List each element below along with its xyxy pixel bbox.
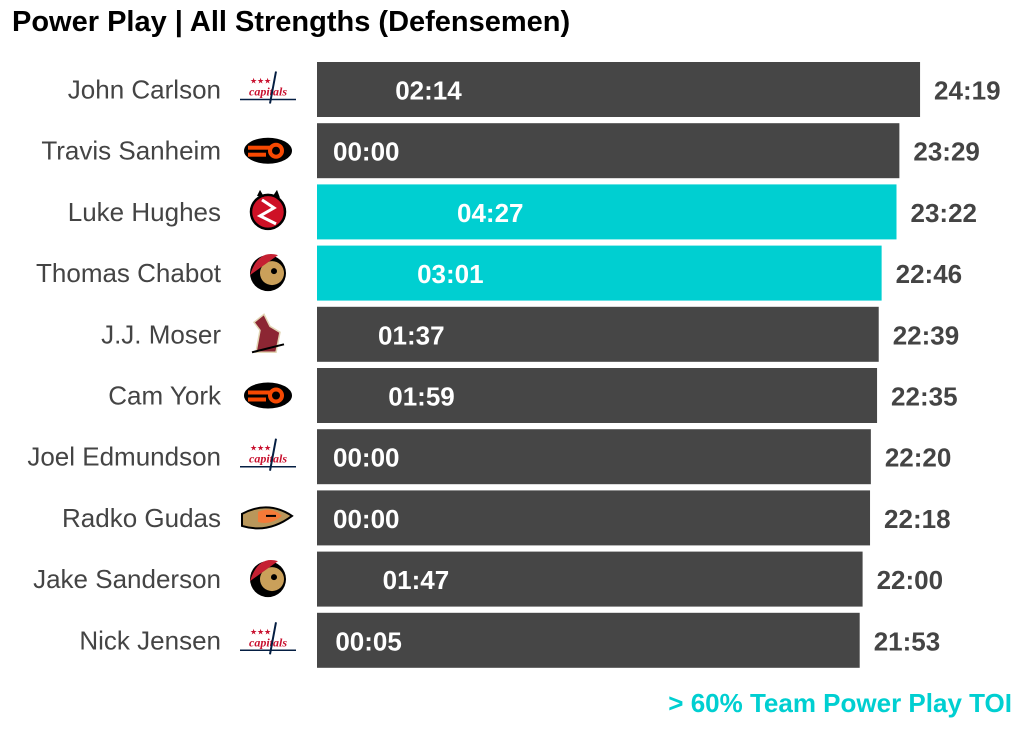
toi-bar: [317, 368, 878, 423]
player-name-label: Luke Hughes: [68, 197, 221, 227]
bar-row: Radko Gudas 00:00 22:18: [62, 490, 951, 546]
power-play-toi-label: 00:00: [333, 504, 400, 534]
chart-title: Power Play | All Strengths (Defensemen): [12, 6, 571, 38]
total-toi-label: 22:46: [896, 259, 963, 289]
power-play-toi-label: 00:05: [335, 626, 402, 656]
flyers-logo-icon: [244, 137, 292, 164]
player-name-label: Jake Sanderson: [33, 564, 221, 594]
player-name-label: Thomas Chabot: [36, 258, 222, 288]
svg-text:★: ★: [250, 444, 257, 453]
toi-bar: [317, 429, 871, 485]
power-play-toi-label: 04:27: [457, 198, 524, 228]
total-toi-label: 24:19: [934, 76, 1001, 106]
power-play-toi-label: 00:00: [333, 137, 400, 167]
toi-bar: [317, 123, 900, 179]
svg-text:★: ★: [257, 77, 264, 86]
flyers-logo-icon: [244, 382, 292, 409]
bar-row: Thomas Chabot 03:01 22:46: [36, 245, 963, 301]
svg-text:capitals: capitals: [249, 452, 287, 466]
svg-text:capitals: capitals: [249, 85, 287, 99]
power-play-toi-label: 01:37: [378, 320, 445, 350]
toi-bar: [317, 306, 879, 362]
capitals-logo-icon: ★ ★ ★capitals: [240, 71, 296, 104]
devils-logo-icon: [249, 189, 287, 231]
total-toi-label: 23:22: [911, 198, 978, 228]
svg-text:★: ★: [257, 444, 264, 453]
bar-row: John Carlson ★ ★ ★capitals 02:14 24:19: [68, 62, 1001, 117]
total-toi-label: 22:20: [885, 443, 952, 473]
power-play-toi-label: 01:47: [383, 565, 450, 595]
player-name-label: Travis Sanheim: [41, 136, 221, 166]
svg-text:★: ★: [250, 77, 257, 86]
power-play-toi-label: 01:59: [388, 382, 455, 412]
total-toi-label: 22:39: [893, 320, 960, 350]
svg-text:capitals: capitals: [249, 635, 287, 649]
ducks-logo-icon: [241, 506, 294, 530]
toi-bar: [317, 245, 882, 301]
bar-row: Travis Sanheim 00:00 23:29: [41, 123, 980, 179]
player-name-label: Nick Jensen: [79, 625, 221, 655]
senators-logo-icon: [250, 253, 286, 292]
coyotes-logo-icon: [251, 313, 285, 354]
total-toi-label: 22:18: [884, 504, 951, 534]
capitals-logo-icon: ★ ★ ★capitals: [240, 622, 296, 655]
bar-row: Jake Sanderson 01:47 22:00: [33, 551, 944, 607]
power-play-toi-label: 02:14: [395, 76, 462, 106]
toi-bar: [317, 62, 921, 117]
highlight-legend-note: > 60% Team Power Play TOI: [668, 688, 1012, 718]
player-name-label: John Carlson: [68, 75, 221, 105]
senators-logo-icon: [250, 559, 286, 598]
player-name-label: Cam York: [108, 381, 222, 411]
toi-bar: [317, 490, 871, 546]
svg-text:★: ★: [257, 627, 264, 636]
toi-bar: [317, 551, 863, 607]
toi-bar: [317, 184, 897, 240]
player-name-label: Radko Gudas: [62, 503, 221, 533]
bar-row: Luke Hughes 04:27 23:22: [68, 184, 978, 240]
player-name-label: J.J. Moser: [101, 319, 221, 349]
total-toi-label: 22:00: [877, 565, 944, 595]
player-name-label: Joel Edmundson: [27, 442, 221, 472]
bar-row: Joel Edmundson ★ ★ ★capitals 00:00 22:20: [27, 429, 952, 485]
toi-bar: [317, 612, 860, 668]
total-toi-label: 21:53: [874, 626, 941, 656]
power-play-toi-label: 03:01: [417, 259, 484, 289]
total-toi-label: 22:35: [891, 382, 958, 412]
power-play-toi-label: 00:00: [333, 443, 400, 473]
svg-text:★: ★: [264, 77, 271, 86]
svg-text:★: ★: [250, 627, 257, 636]
svg-text:★: ★: [264, 627, 271, 636]
capitals-logo-icon: ★ ★ ★capitals: [240, 438, 296, 471]
bar-row: Cam York 01:59 22:35: [108, 368, 958, 423]
svg-text:★: ★: [264, 444, 271, 453]
total-toi-label: 23:29: [913, 137, 980, 167]
bar-row: J.J. Moser 01:37 22:39: [101, 306, 960, 362]
bar-row: Nick Jensen ★ ★ ★capitals 00:05 21:53: [79, 612, 941, 668]
